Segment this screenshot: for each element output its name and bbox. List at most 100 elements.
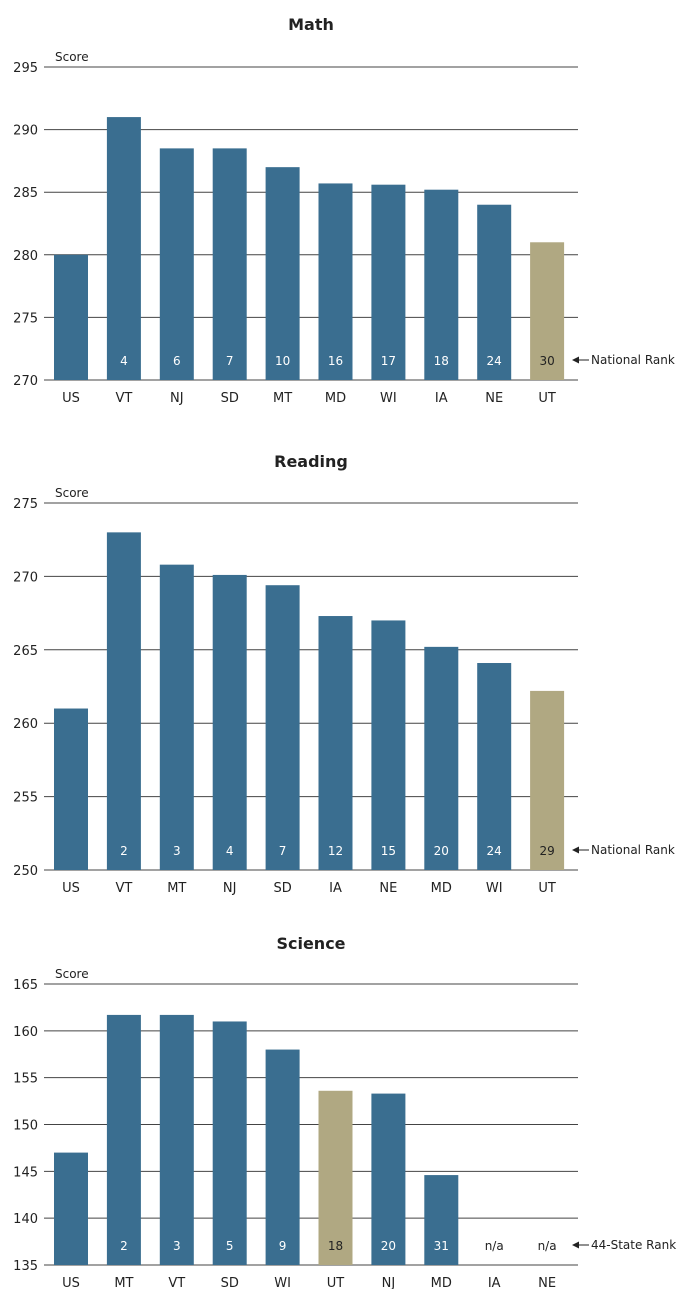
bar-md — [424, 1175, 459, 1265]
category-label: WI — [380, 391, 397, 406]
y-tick-label: 285 — [13, 186, 38, 201]
category-label: NE — [485, 391, 503, 406]
bar-us — [54, 1152, 88, 1265]
bar-nj — [371, 1093, 406, 1265]
bar-mt — [159, 564, 194, 870]
rank-label: 4 — [226, 844, 234, 858]
rank-label: 2 — [120, 844, 128, 858]
rank-label: 6 — [173, 354, 181, 368]
category-label: IA — [435, 391, 448, 406]
bar-ut — [318, 1090, 353, 1265]
rank-arrow-head — [572, 1241, 579, 1249]
category-label: SD — [221, 391, 239, 406]
rank-label: 4 — [120, 354, 128, 368]
rank-label: 7 — [279, 844, 287, 858]
rank-label: 30 — [539, 354, 554, 368]
category-label: NE — [379, 881, 397, 896]
y-tick-label: 155 — [13, 1072, 38, 1087]
chart-reading: Reading Score 250 255 260 265 270 275 US 2 VT 3 MT 4 N… — [13, 452, 675, 896]
rank-label: 3 — [173, 1239, 181, 1253]
category-label: WI — [486, 881, 503, 896]
category-label: MD — [431, 1276, 452, 1289]
category-label: VT — [115, 881, 132, 896]
rank-label: 2 — [120, 1239, 128, 1253]
chart-title: Math — [288, 15, 334, 34]
rank-legend-label: National Rank — [591, 353, 675, 367]
y-tick-label: 265 — [13, 644, 38, 659]
rank-label: 16 — [328, 354, 343, 368]
category-label: MD — [431, 881, 452, 896]
category-label: UT — [327, 1276, 345, 1289]
bar-md — [424, 646, 459, 870]
category-label: SD — [273, 881, 291, 896]
category-label: US — [62, 881, 80, 896]
y-tick-label: 260 — [13, 717, 38, 732]
rank-label: 3 — [173, 844, 181, 858]
bar-md — [318, 183, 353, 380]
bar-us — [54, 708, 88, 870]
category-label: IA — [488, 1276, 501, 1289]
chart-science: Science Score 135 140 145 150 155 160 165 US 2 MT 3 V… — [13, 934, 676, 1289]
bar-vt — [159, 1014, 194, 1265]
rank-label: 20 — [434, 844, 449, 858]
y-axis-label: Score — [55, 967, 89, 981]
rank-label: 5 — [226, 1239, 234, 1253]
rank-legend-label: National Rank — [591, 843, 675, 857]
y-tick-label: 135 — [13, 1259, 38, 1274]
bar-nj — [159, 148, 194, 380]
bar-mt — [106, 1014, 141, 1265]
rank-arrow-head — [572, 846, 579, 854]
category-label: NE — [538, 1276, 556, 1289]
category-label: UT — [538, 391, 556, 406]
y-tick-label: 150 — [13, 1119, 38, 1134]
rank-label: 15 — [381, 844, 396, 858]
y-tick-label: 250 — [13, 864, 38, 879]
rank-label: 10 — [275, 354, 290, 368]
category-label: NJ — [382, 1276, 396, 1289]
category-label: US — [62, 1276, 80, 1289]
bar-ut — [530, 242, 565, 380]
category-label: MT — [273, 391, 292, 406]
y-tick-label: 275 — [13, 497, 38, 512]
category-label: MD — [325, 391, 346, 406]
category-label: MT — [114, 1276, 133, 1289]
y-tick-label: 140 — [13, 1212, 38, 1227]
rank-label: 31 — [434, 1239, 449, 1253]
bar-ia — [424, 189, 459, 380]
category-label: US — [62, 391, 80, 406]
y-axis-label: Score — [55, 50, 89, 64]
bar-nj — [212, 574, 247, 870]
rank-label: 29 — [539, 844, 554, 858]
bar-ut — [530, 690, 565, 870]
y-tick-label: 255 — [13, 791, 38, 806]
y-tick-label: 165 — [13, 978, 38, 993]
chart-title: Reading — [274, 452, 348, 471]
bar-ia — [318, 616, 353, 870]
category-label: WI — [274, 1276, 291, 1289]
y-tick-label: 280 — [13, 249, 38, 264]
category-label: UT — [538, 881, 556, 896]
category-label: NJ — [170, 391, 184, 406]
rank-label: 12 — [328, 844, 343, 858]
rank-label: 9 — [279, 1239, 287, 1253]
y-tick-label: 270 — [13, 374, 38, 389]
y-axis-label: Score — [55, 486, 89, 500]
bar-vt — [106, 532, 141, 870]
rank-label: 7 — [226, 354, 234, 368]
bar-wi — [265, 1049, 300, 1265]
y-tick-label: 290 — [13, 124, 38, 139]
category-label: IA — [329, 881, 342, 896]
rank-label: 17 — [381, 354, 396, 368]
bar-sd — [212, 148, 247, 380]
category-label: VT — [115, 391, 132, 406]
rank-label: 18 — [434, 354, 449, 368]
bar-wi — [477, 663, 512, 870]
bar-mt — [265, 167, 300, 380]
rank-label: n/a — [538, 1239, 557, 1253]
rank-label: 24 — [487, 354, 502, 368]
y-tick-label: 295 — [13, 61, 38, 76]
bar-wi — [371, 184, 406, 380]
rank-label: 18 — [328, 1239, 343, 1253]
bar-vt — [106, 117, 141, 380]
